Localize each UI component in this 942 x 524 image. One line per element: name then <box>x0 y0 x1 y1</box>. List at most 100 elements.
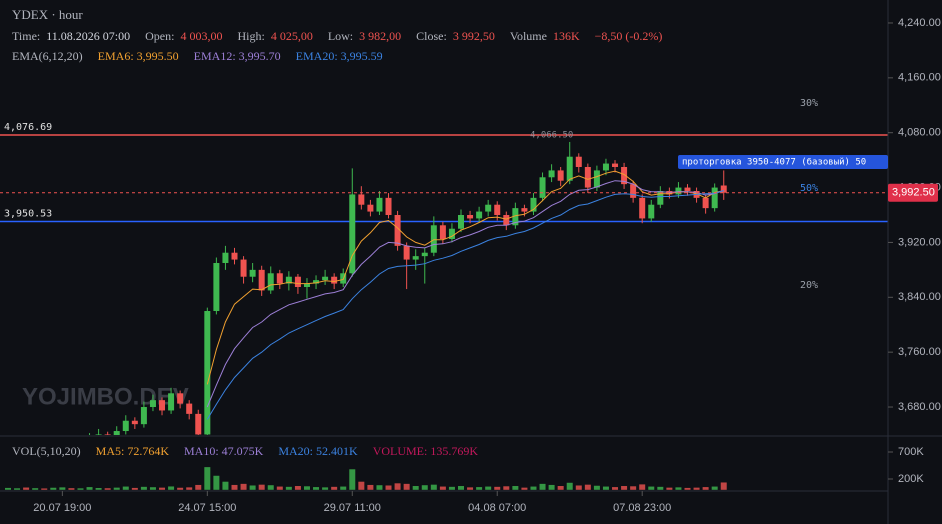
candle-body <box>258 269 265 291</box>
candle-body <box>159 400 166 411</box>
candle-body <box>213 263 220 312</box>
candle-body <box>168 393 175 411</box>
candle-body <box>240 259 247 277</box>
candle-body <box>394 214 401 246</box>
candle-body <box>331 276 338 284</box>
candle-body <box>267 273 274 291</box>
volume-bar <box>195 484 202 490</box>
volume-bar <box>367 484 374 490</box>
volume-title: VOL(5,10,20) <box>12 444 81 458</box>
candle-body <box>621 166 628 185</box>
volume-legend: VOL(5,10,20) MA5: 72.764K MA10: 47.075K MA2… <box>12 444 487 459</box>
candle-body <box>376 197 383 212</box>
volume-bar <box>340 486 347 490</box>
volume-bar <box>485 486 492 490</box>
x-tick-label: 29.07 11:00 <box>324 502 381 514</box>
candle-body <box>421 252 428 257</box>
annotation: 30% <box>800 98 818 109</box>
ema-line <box>206 190 724 420</box>
volume-bar <box>240 483 247 490</box>
volume-bar <box>593 485 600 490</box>
volume-bar <box>448 486 455 490</box>
ema-legend: EMA6: 3,995.50 <box>97 49 179 63</box>
candle-body <box>177 393 184 404</box>
legend-label: Low: <box>327 29 354 43</box>
volume-bar <box>621 486 628 490</box>
volume-bar <box>168 486 175 490</box>
ohlc-legend: Time: 11.08.2026 07:00 Open: 4 003,00 High: 4… <box>12 29 662 44</box>
volume-bar <box>675 487 682 490</box>
legend-label: Open: <box>145 29 175 43</box>
volume-bar <box>231 484 238 490</box>
volume-bar <box>584 484 591 490</box>
candle-body <box>222 252 229 264</box>
candle-body <box>467 214 474 219</box>
volume-bar <box>222 481 229 490</box>
y-tick-label: 4,080.00 <box>898 127 941 139</box>
volume-bar <box>303 486 310 490</box>
y-tick-label: 4,240.00 <box>898 17 941 29</box>
y-tick-label: 3,760.00 <box>898 346 941 358</box>
volume-legend: MA5: 72.764K <box>95 444 169 458</box>
candle-body <box>485 204 492 212</box>
candle-body <box>720 185 727 193</box>
volume-bar <box>41 488 48 490</box>
candle-body <box>448 228 455 239</box>
volume-bar <box>648 486 655 490</box>
volume-bar <box>512 486 519 490</box>
candle-body <box>503 214 510 226</box>
volume-bar <box>602 486 609 490</box>
volume-bar <box>285 486 292 490</box>
volume-bar <box>548 484 555 490</box>
last-price-label: 3,992.50 <box>892 187 935 199</box>
legend-label: Volume <box>509 29 547 43</box>
annotation: 20% <box>800 280 818 291</box>
volume-bar <box>612 487 619 490</box>
volume-bar <box>77 488 84 490</box>
candle-body <box>575 156 582 167</box>
volume-bar <box>159 487 166 490</box>
candle-body <box>403 245 410 260</box>
axes: 4,240.004,160.004,080.004,000.003,920.00… <box>4 17 941 514</box>
candle-body <box>711 187 718 209</box>
ema-legend: EMA12: 3,995.70 <box>193 49 281 63</box>
volume-bar <box>394 483 401 490</box>
y-tick-label: 3,840.00 <box>898 291 941 303</box>
candle-body <box>684 187 691 191</box>
candle-body <box>521 208 528 212</box>
annotation: 50% <box>800 183 818 194</box>
volume-bar <box>249 485 256 490</box>
candle-body <box>566 156 573 181</box>
candle-body <box>231 252 238 260</box>
volume-legend: MA20: 52.401K <box>278 444 358 458</box>
volume-bar <box>639 484 646 490</box>
candle-body <box>313 280 320 284</box>
volume-bar <box>385 485 392 490</box>
candle-body <box>95 434 102 435</box>
volume-bar <box>666 487 673 490</box>
candle-body <box>476 211 483 219</box>
volume-bar <box>467 487 474 490</box>
candle-body <box>593 170 600 188</box>
volume-bar <box>5 487 11 490</box>
level-label: 4,076.69 <box>4 122 52 133</box>
candle-body <box>412 256 419 260</box>
candle-body <box>186 403 193 414</box>
candle-body <box>195 413 202 435</box>
candle-body <box>494 204 501 215</box>
volume-bar <box>430 484 437 490</box>
candle-body <box>349 194 356 274</box>
candle-body <box>584 166 591 188</box>
legend-label: Close: <box>416 29 447 43</box>
candle-body <box>294 276 301 288</box>
volume-bar <box>494 486 501 490</box>
volume-bar <box>403 483 410 490</box>
candle-body <box>303 283 310 288</box>
candle-body <box>602 163 609 171</box>
ema-line <box>206 170 724 385</box>
volume-bar <box>32 488 39 490</box>
volume-bar <box>521 487 528 490</box>
volume-bar <box>684 487 691 490</box>
volume-bar <box>702 487 709 490</box>
